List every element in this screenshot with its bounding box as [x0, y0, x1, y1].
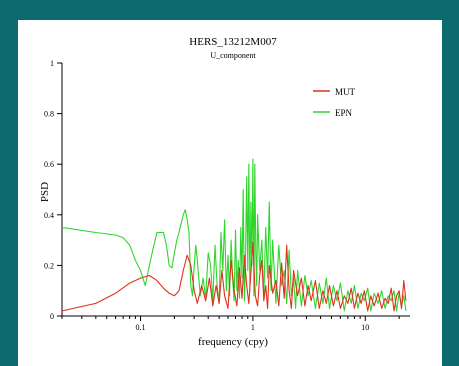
- x-tick-label: 1: [251, 323, 255, 332]
- legend-label-epn: EPN: [335, 108, 353, 118]
- chart-subtitle: U_component: [210, 51, 256, 60]
- y-tick-label: 1: [50, 59, 54, 68]
- series-line-mut: [61, 242, 407, 312]
- psd-chart: HERS_13212M007 U_component PSD frequency…: [39, 36, 410, 348]
- legend-label-mut: MUT: [335, 87, 356, 97]
- plot-layer: 0 0.2 0.4 0.6 0.8 1 0.1 1 10 MUT EPN: [44, 59, 410, 332]
- chart-title: HERS_13212M007: [189, 36, 277, 48]
- y-tick-label: 0.2: [44, 261, 54, 270]
- x-tick-label: 10: [361, 323, 369, 332]
- chart-panel: HERS_13212M007 U_component PSD frequency…: [18, 20, 442, 366]
- y-tick-label: 0.6: [44, 160, 54, 169]
- x-axis-label: frequency (cpy): [198, 336, 268, 348]
- y-tick-label: 0.8: [44, 110, 54, 119]
- y-tick-label: 0.4: [44, 211, 54, 220]
- y-tick-label: 0: [50, 312, 54, 321]
- y-axis-label: PSD: [39, 182, 51, 202]
- x-tick-label: 0.1: [136, 323, 146, 332]
